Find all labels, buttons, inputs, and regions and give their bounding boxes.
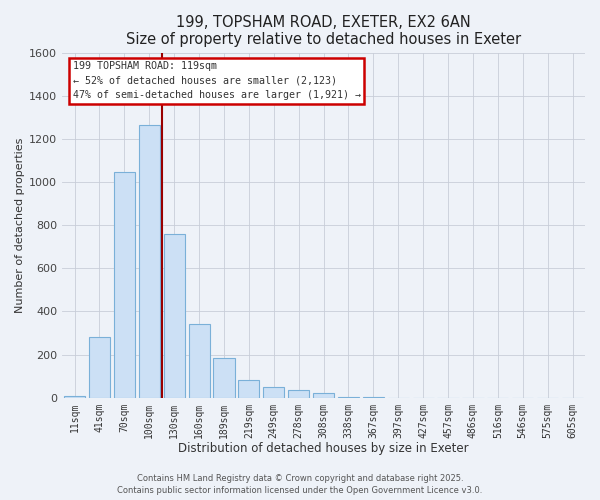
Bar [164, 234, 185, 398]
Bar [114, 172, 135, 398]
Text: 199 TOPSHAM ROAD: 119sqm
← 52% of detached houses are smaller (2,123)
47% of sem: 199 TOPSHAM ROAD: 119sqm ← 52% of detach… [73, 62, 361, 100]
Bar [214, 358, 235, 398]
Bar [263, 387, 284, 398]
Bar [64, 396, 85, 398]
Bar [238, 380, 259, 398]
Title: 199, TOPSHAM ROAD, EXETER, EX2 6AN
Size of property relative to detached houses : 199, TOPSHAM ROAD, EXETER, EX2 6AN Size … [126, 15, 521, 48]
Bar [313, 393, 334, 398]
Bar [188, 324, 209, 398]
Bar [89, 338, 110, 398]
X-axis label: Distribution of detached houses by size in Exeter: Distribution of detached houses by size … [178, 442, 469, 455]
Y-axis label: Number of detached properties: Number of detached properties [15, 138, 25, 313]
Bar [338, 396, 359, 398]
Bar [288, 390, 309, 398]
Text: Contains HM Land Registry data © Crown copyright and database right 2025.
Contai: Contains HM Land Registry data © Crown c… [118, 474, 482, 495]
Bar [139, 125, 160, 398]
